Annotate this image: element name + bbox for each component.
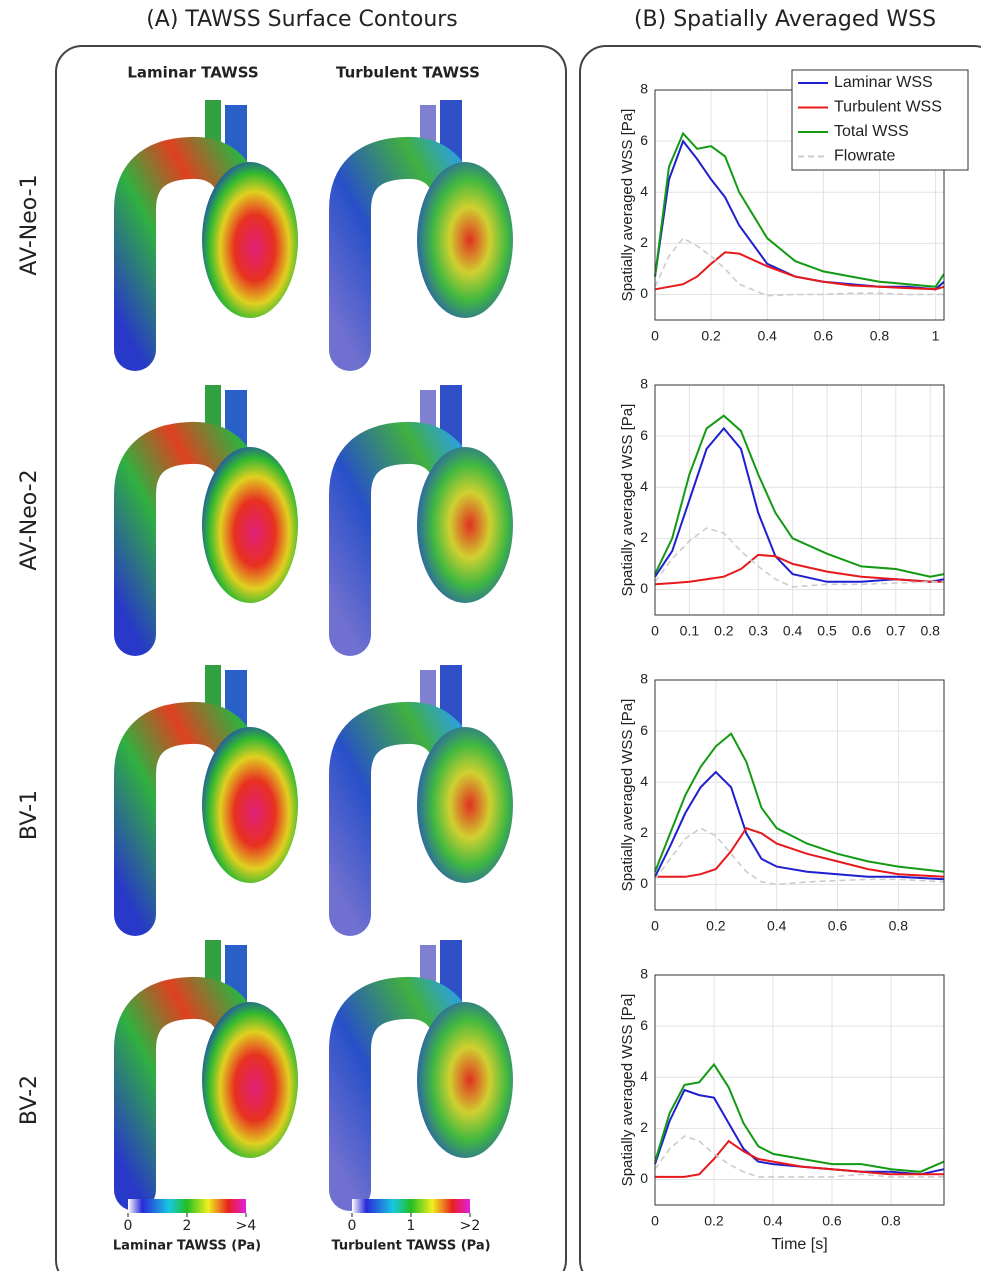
y-tick-label: 8 (640, 81, 648, 97)
legend-label: Laminar WSS (834, 74, 933, 91)
x-tick-label: 1 (932, 328, 940, 344)
series-line (655, 1139, 944, 1178)
x-tick-label: 0.4 (783, 623, 803, 639)
y-tick-label: 8 (640, 966, 648, 982)
x-tick-label: 0 (651, 623, 659, 639)
x-tick-label: 0.2 (701, 328, 721, 344)
column-header: Laminar TAWSS (127, 64, 258, 82)
series-line (654, 414, 945, 578)
row-label: BV-2 (17, 1075, 42, 1125)
x-tick-label: 0.7 (886, 623, 906, 639)
y-axis-label: Spatially averaged WSS [Pa] (619, 404, 636, 597)
y-tick-label: 0 (640, 285, 648, 301)
x-tick-label: 0.8 (921, 623, 941, 639)
colorbar (128, 1199, 246, 1213)
panel-box (55, 45, 567, 1271)
x-tick-label: 0.2 (704, 1213, 724, 1229)
series-line (654, 237, 944, 297)
colorbar-label: Turbulent TAWSS (Pa) (331, 1239, 490, 1254)
x-axis-label: Time [s] (771, 1236, 827, 1253)
colorbar (352, 1199, 470, 1213)
y-tick-label: 6 (640, 722, 648, 738)
y-tick-label: 4 (640, 478, 648, 494)
y-tick-label: 4 (640, 773, 648, 789)
x-tick-label: 0.6 (828, 918, 848, 934)
series-line (655, 827, 945, 878)
x-tick-label: 0.1 (680, 623, 700, 639)
colorbar-label: Laminar TAWSS (Pa) (113, 1239, 261, 1254)
y-tick-label: 4 (640, 183, 648, 199)
y-tick-label: 0 (640, 580, 648, 596)
series-line (654, 827, 945, 886)
y-tick-label: 2 (640, 824, 648, 840)
y-axis-label: Spatially averaged WSS [Pa] (619, 994, 636, 1187)
series-line (654, 553, 944, 586)
x-tick-label: 0.8 (881, 1213, 901, 1229)
panel-title: (A) TAWSS Surface Contours (146, 7, 458, 32)
y-tick-label: 2 (640, 1119, 648, 1135)
y-tick-label: 4 (640, 1068, 648, 1084)
series-line (654, 1088, 945, 1176)
colorbar-tick-label: 0 (124, 1218, 133, 1234)
series-line (654, 1135, 944, 1178)
x-tick-label: 0.4 (767, 918, 787, 934)
axes-frame (654, 384, 945, 616)
legend-label: Flowrate (834, 148, 895, 165)
legend-label: Total WSS (834, 123, 909, 140)
x-tick-label: 0.3 (748, 623, 768, 639)
aorta-images (135, 100, 513, 1190)
y-axis-label: Spatially averaged WSS [Pa] (619, 109, 636, 302)
x-tick-label: 0.5 (817, 623, 837, 639)
y-tick-label: 8 (640, 671, 648, 687)
row-label: BV-1 (17, 790, 42, 840)
y-tick-label: 2 (640, 234, 648, 250)
colorbar-tick-label: 0 (348, 1218, 357, 1234)
y-tick-label: 0 (640, 1170, 648, 1186)
y-tick-label: 2 (640, 529, 648, 545)
panel-title: (B) Spatially Averaged WSS (634, 7, 936, 32)
x-tick-label: 0 (651, 1213, 659, 1229)
series-line (654, 527, 944, 588)
row-label: AV-Neo-2 (17, 469, 42, 570)
x-tick-label: 0.6 (852, 623, 872, 639)
x-tick-label: 0.6 (814, 328, 834, 344)
x-tick-label: 0.2 (714, 623, 734, 639)
x-tick-label: 0 (651, 918, 659, 934)
axes-frame (654, 974, 945, 1206)
x-tick-label: 0.4 (757, 328, 777, 344)
y-tick-label: 8 (640, 376, 648, 392)
column-header: Turbulent TAWSS (336, 64, 480, 82)
colorbar-tick-label: 1 (407, 1218, 416, 1234)
x-tick-label: 0.2 (706, 918, 726, 934)
y-tick-label: 6 (640, 427, 648, 443)
x-tick-label: 0.6 (822, 1213, 842, 1229)
series-line (654, 732, 945, 873)
x-tick-label: 0.4 (763, 1213, 783, 1229)
y-tick-label: 0 (640, 875, 648, 891)
row-label: AV-Neo-1 (17, 174, 42, 275)
axes-frame (654, 679, 945, 911)
colorbar-tick-label: >4 (236, 1218, 257, 1234)
series-line (654, 251, 945, 291)
series-line (654, 1062, 945, 1173)
plot-area (655, 680, 944, 910)
colorbar-tick-label: 2 (183, 1218, 192, 1234)
x-tick-label: 0.8 (889, 918, 909, 934)
colorbar-tick-label: >2 (460, 1218, 481, 1234)
panel-box (579, 45, 981, 1271)
y-axis-label: Spatially averaged WSS [Pa] (619, 699, 636, 892)
legend-label: Turbulent WSS (834, 99, 942, 116)
y-tick-label: 6 (640, 132, 648, 148)
x-tick-label: 0.8 (870, 328, 890, 344)
series-line (654, 131, 945, 288)
series-line (654, 770, 945, 881)
y-tick-label: 6 (640, 1017, 648, 1033)
x-tick-label: 0 (651, 328, 659, 344)
legend-box (791, 69, 969, 171)
